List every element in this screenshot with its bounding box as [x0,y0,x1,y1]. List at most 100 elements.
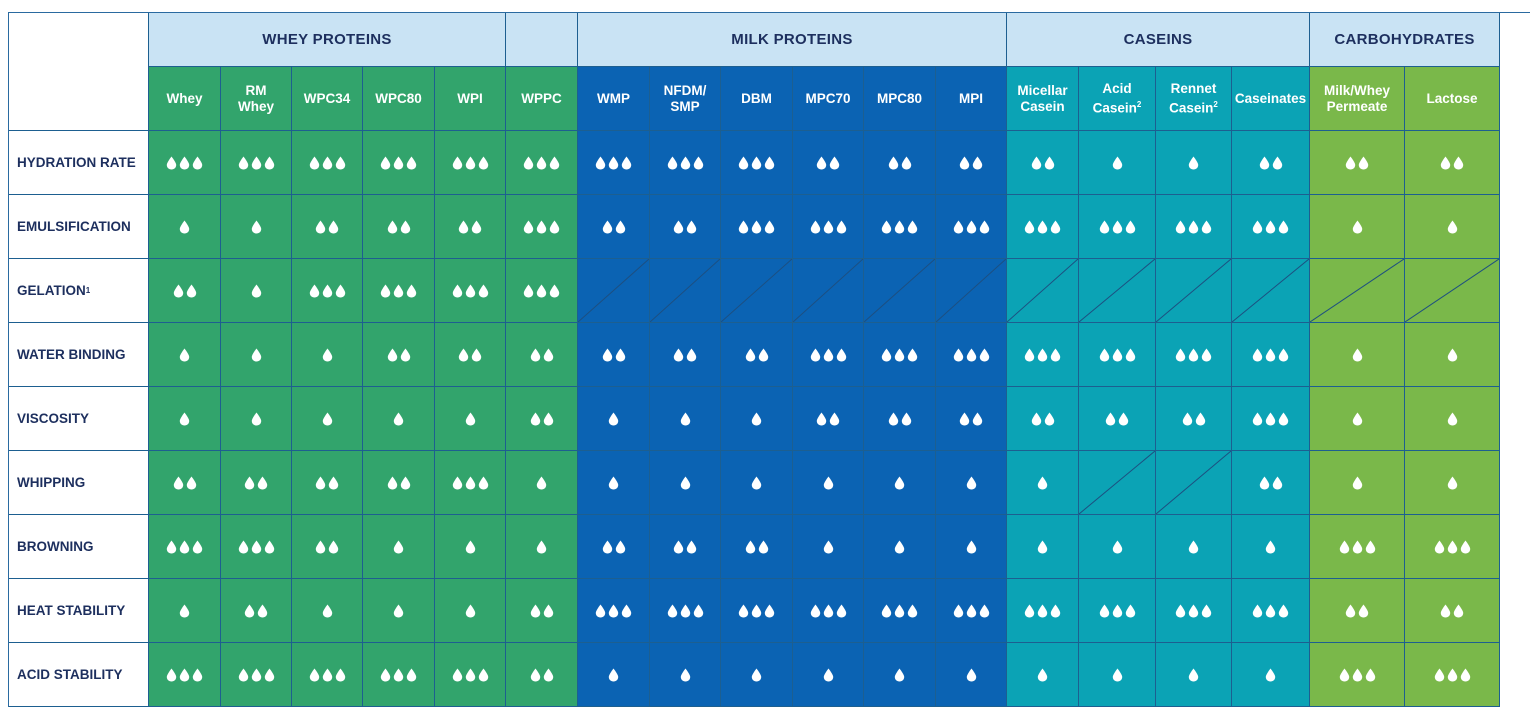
water-drop-icon [549,220,560,233]
drop-rating [738,156,775,170]
drop-rating [179,604,190,618]
rating-cell [435,131,506,195]
row-label: HYDRATION RATE [9,131,149,195]
water-drop-icon [667,156,677,169]
water-drop-icon [244,476,255,489]
rating-cell [363,323,435,387]
rating-cell [793,579,864,643]
water-drop-icon [335,284,345,297]
rating-cell [1310,323,1405,387]
rating-cell [221,387,292,451]
water-drop-icon [901,412,911,425]
water-drop-icon [1265,604,1276,617]
ingredient-functionality-table: WHEY PROTEINS MILK PROTEINS CASEINS CARBOHY… [8,12,1530,707]
water-drop-icon [406,156,417,169]
column-header-label: WMP [597,90,630,106]
rating-cell [793,131,864,195]
not-applicable-slash [650,259,720,322]
rating-cell [793,195,864,259]
drop-rating [387,220,411,234]
water-drop-icon [536,284,547,297]
water-drop-icon [380,284,391,297]
water-drop-icon [465,540,475,553]
rating-cell [650,515,721,579]
water-drop-icon [823,220,833,233]
drop-rating [179,220,190,234]
water-drop-icon [1345,156,1356,169]
water-drop-icon [810,348,820,361]
water-drop-icon [264,668,274,681]
rating-cell [292,195,363,259]
rating-cell [1405,451,1500,515]
row-label: ACID STABILITY [9,643,149,707]
rating-cell [1007,131,1079,195]
water-drop-icon [264,540,274,553]
footnote-marker: 2 [1136,99,1142,109]
water-drop-icon [1182,412,1192,425]
water-drop-icon [966,476,976,489]
water-drop-icon [615,348,625,361]
drop-rating [738,604,775,618]
column-header: MPC70 [793,67,864,131]
water-drop-icon [322,604,332,617]
drop-rating [387,476,411,490]
row-label: BROWNING [9,515,149,579]
drop-rating [536,540,547,554]
drop-rating [595,156,632,170]
rating-cell [1079,515,1156,579]
water-drop-icon [328,476,339,489]
water-drop-icon [602,348,612,361]
rating-cell [1232,387,1310,451]
rating-cell [1310,259,1405,323]
water-drop-icon [1044,412,1054,425]
not-applicable-slash [1156,259,1231,322]
not-applicable-slash [1232,259,1309,322]
drop-rating [1259,476,1283,490]
rating-cell [435,643,506,707]
rating-cell [221,131,292,195]
row-label: WATER BINDING [9,323,149,387]
water-drop-icon [894,476,905,489]
water-drop-icon [888,156,898,169]
rating-cell [363,195,435,259]
rating-cell [864,451,936,515]
drop-rating [888,156,912,170]
column-header-label: MPC80 [876,90,922,106]
water-drop-icon [693,604,703,617]
drop-rating [1352,412,1363,426]
rating-cell [1079,387,1156,451]
rating-cell [650,323,721,387]
footnote-marker: 2 [1213,99,1218,109]
water-drop-icon [530,348,540,361]
column-header: Whey [149,67,221,131]
rating-cell [793,643,864,707]
drop-rating [738,220,775,234]
rating-cell [721,387,793,451]
rating-cell [721,323,793,387]
rating-cell [149,579,221,643]
rating-cell [149,451,221,515]
water-drop-icon [1175,604,1186,617]
drop-rating [452,156,489,170]
not-applicable-slash [1079,451,1155,514]
water-drop-icon [471,348,482,361]
water-drop-icon [523,220,534,233]
rating-cell [650,387,721,451]
water-drop-icon [693,156,703,169]
rating-cell [1232,259,1310,323]
water-drop-icon [972,412,983,425]
drop-rating [1265,540,1276,554]
footnote-marker: 1 [85,286,91,295]
water-drop-icon [192,540,203,553]
rating-cell [292,515,363,579]
water-drop-icon [686,348,697,361]
water-drop-icon [751,156,762,169]
rating-cell [650,259,721,323]
water-drop-icon [894,220,905,233]
rating-cell [1232,579,1310,643]
rating-cell [435,579,506,643]
water-drop-icon [810,604,820,617]
rating-cell [650,131,721,195]
drop-rating [959,412,983,426]
water-drop-icon [458,220,469,233]
